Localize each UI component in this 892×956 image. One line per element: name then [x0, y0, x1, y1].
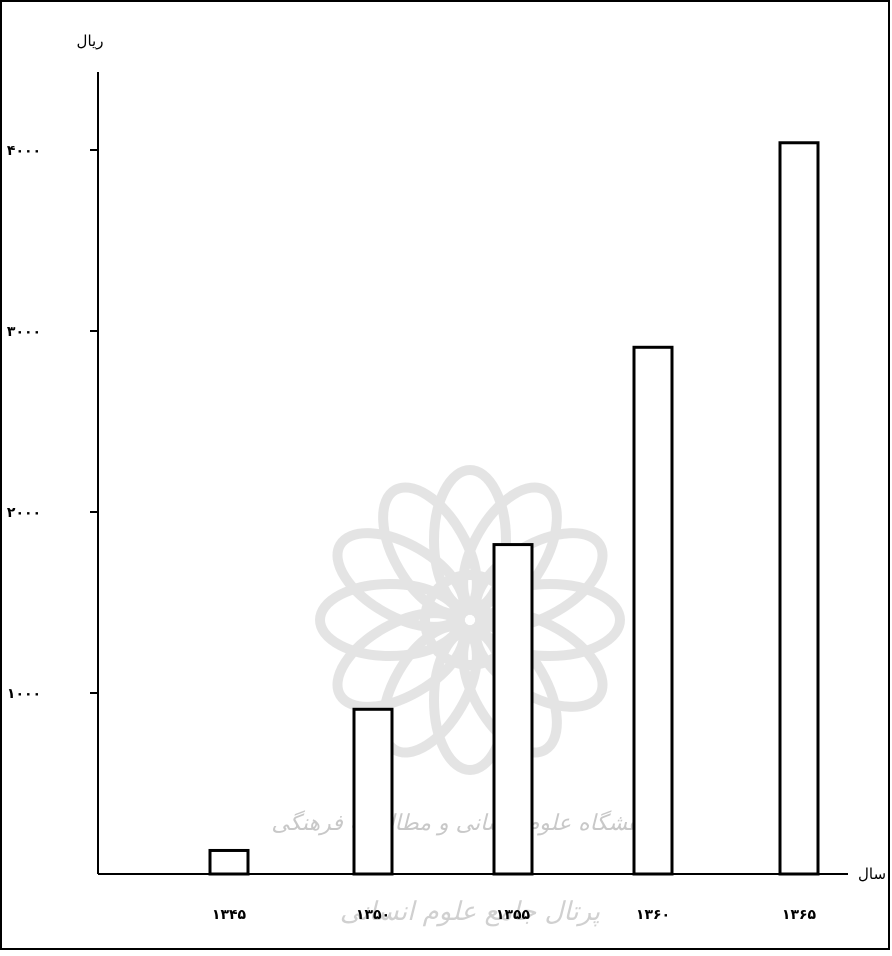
x-tick-label: ۱۳۶۵ — [782, 907, 817, 923]
bar-4 — [632, 345, 674, 876]
y-tick-label: ۱۰۰۰ — [7, 686, 41, 702]
y-tick-label: ۳۰۰۰ — [7, 324, 41, 340]
bar-2 — [352, 707, 394, 876]
x-tick-label: ۱۳۵۰ — [356, 907, 390, 923]
bar-3 — [492, 543, 534, 876]
bar-1 — [208, 848, 250, 876]
y-tick-label: ۴۰۰۰ — [7, 143, 41, 159]
watermark-text-1: پژوهشگاه علوم انسانی و مطالعات فرهنگی — [271, 810, 668, 836]
watermark-text-2: پرتال جامع علوم انسانی — [340, 897, 600, 927]
y-tick-label: ۲۰۰۰ — [7, 505, 41, 521]
y-axis-title: ریال — [77, 32, 104, 50]
x-tick-label: ۱۳۴۵ — [212, 907, 247, 923]
x-tick-label: ۱۳۵۵ — [496, 907, 531, 923]
bar-5 — [778, 141, 820, 876]
x-axis-title: سال — [858, 865, 886, 883]
x-tick-label: ۱۳۶۰ — [636, 907, 670, 923]
